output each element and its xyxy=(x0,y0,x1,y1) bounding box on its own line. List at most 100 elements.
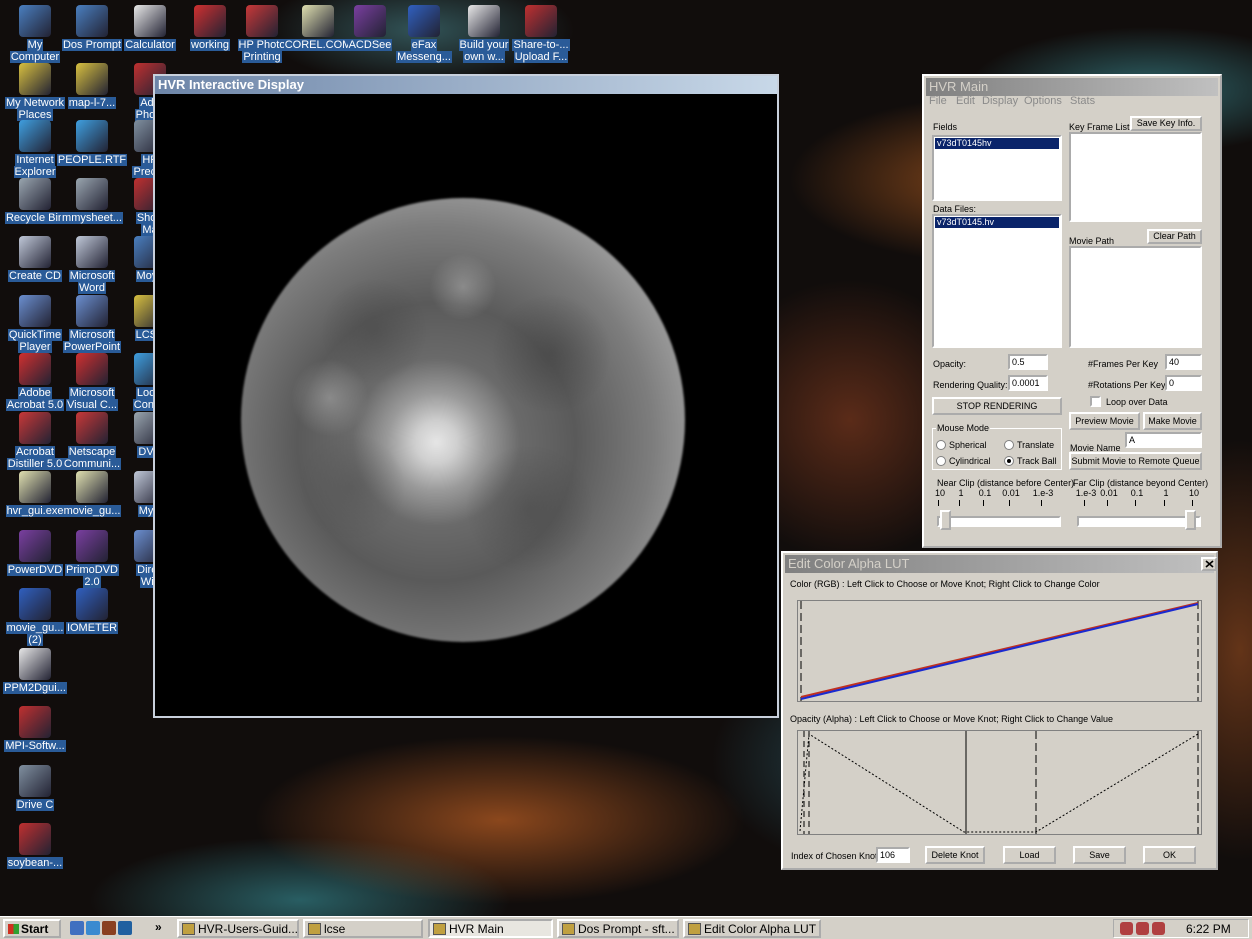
icon-label-line: (2) xyxy=(27,634,42,646)
task-button[interactable]: Dos Prompt - sft... xyxy=(557,919,679,938)
desktop-icon[interactable]: map-l-7... xyxy=(62,63,122,119)
icon-label: Recycle Bin xyxy=(5,212,65,224)
lut-button[interactable]: OK xyxy=(1143,846,1196,864)
preview-button[interactable]: Preview Movie xyxy=(1069,412,1140,430)
menu-item[interactable]: File xyxy=(929,95,947,107)
desktop-icon[interactable]: PEOPLE.RTF xyxy=(62,120,122,176)
radio-button[interactable] xyxy=(936,456,946,466)
fields-list[interactable]: v73dT0145hv xyxy=(932,135,1062,201)
clear-path-button[interactable]: Clear Path xyxy=(1147,229,1202,244)
list-item-selected[interactable]: v73dT0145hv xyxy=(935,138,1059,149)
desktop-icon[interactable]: Dos Prompt xyxy=(62,5,122,61)
desktop-icon[interactable]: Share-to-...Upload F... xyxy=(511,5,571,61)
task-icon xyxy=(688,923,701,935)
icon-label-line: eFax xyxy=(411,39,437,51)
tray-icon[interactable] xyxy=(1120,922,1133,935)
menu-item[interactable]: Edit xyxy=(956,95,975,107)
icon-label-line: working xyxy=(190,39,230,51)
slider-thumb[interactable] xyxy=(940,510,951,530)
desktop-icon[interactable]: COREL.COM xyxy=(288,5,348,61)
list-item-selected[interactable]: v73dT0145.hv xyxy=(935,217,1059,228)
desktop-icon[interactable]: movie_gu...(2) xyxy=(5,588,65,644)
desktop-icon[interactable]: hvr_gui.exe xyxy=(5,471,65,527)
desktop-icon[interactable]: working xyxy=(180,5,240,61)
quality-input-text: 0.0001 xyxy=(1012,378,1044,388)
quality-input[interactable]: 0.0001 xyxy=(1008,375,1048,391)
desktop-icon[interactable]: PPM2Dgui... xyxy=(5,648,65,704)
icon-image xyxy=(19,471,51,503)
desktop-icon[interactable]: IOMETER xyxy=(62,588,122,644)
icon-image xyxy=(302,5,334,37)
icon-label: movie_gu... xyxy=(62,505,122,517)
slider-thumb[interactable] xyxy=(1185,510,1196,530)
slider-track[interactable] xyxy=(1077,516,1201,527)
task-button[interactable]: lcse xyxy=(303,919,423,938)
quick-launch-icon[interactable] xyxy=(102,921,116,935)
desktop-icon[interactable]: movie_gu... xyxy=(62,471,122,527)
movie-path-list[interactable] xyxy=(1069,246,1202,348)
desktop-icon[interactable]: Recycle Bin xyxy=(5,178,65,234)
quick-launch-icon[interactable] xyxy=(86,921,100,935)
close-button[interactable] xyxy=(1201,557,1217,571)
menu-item[interactable]: Display xyxy=(982,95,1018,107)
knot-input[interactable]: 106 xyxy=(876,847,910,863)
icon-label-line: PrimoDVD xyxy=(65,564,119,576)
task-button[interactable]: Edit Color Alpha LUT xyxy=(683,919,821,938)
desktop-icon[interactable]: PowerDVD xyxy=(5,530,65,586)
tray-icon[interactable] xyxy=(1136,922,1149,935)
radio-button[interactable] xyxy=(1004,440,1014,450)
movie-name-input-text: A xyxy=(1129,435,1198,445)
lut-button[interactable]: Delete Knot xyxy=(925,846,985,864)
make-button[interactable]: Make Movie xyxy=(1143,412,1202,430)
quick-launch-icon[interactable] xyxy=(70,921,84,935)
start-button[interactable]: Start xyxy=(3,919,61,938)
desktop-icon[interactable]: ACDSee xyxy=(340,5,400,61)
radio-button[interactable] xyxy=(936,440,946,450)
rotations-input[interactable]: 0 xyxy=(1165,375,1202,391)
opacity-label: Opacity: xyxy=(933,359,966,369)
desktop-icon[interactable]: soybean-... xyxy=(5,823,65,879)
data-files-list[interactable]: v73dT0145.hv xyxy=(932,214,1062,348)
checkbox[interactable] xyxy=(1090,396,1101,407)
task-button[interactable]: HVR-Users-Guid... xyxy=(177,919,299,938)
task-label: Edit Color Alpha LUT xyxy=(704,922,816,937)
submit-button[interactable]: Submit Movie to Remote Queue xyxy=(1069,452,1202,470)
desktop-icon[interactable]: mmysheet... xyxy=(62,178,122,234)
movie-name-input[interactable]: A xyxy=(1125,432,1202,448)
frames-input[interactable]: 40 xyxy=(1165,354,1202,370)
slider-track[interactable] xyxy=(937,516,1061,527)
save-key-button[interactable]: Save Key Info. xyxy=(1130,116,1202,131)
task-button[interactable]: HVR Main xyxy=(428,919,553,938)
desktop-icon[interactable]: Calculator xyxy=(120,5,180,61)
radio-button[interactable] xyxy=(1004,456,1014,466)
menu-item[interactable]: Options xyxy=(1024,95,1062,107)
desktop-icon[interactable]: Create CD xyxy=(5,236,65,292)
key-frame-list[interactable] xyxy=(1069,132,1202,222)
opacity-input[interactable]: 0.5 xyxy=(1008,354,1048,370)
stop-button[interactable]: STOP RENDERING xyxy=(932,397,1062,415)
icon-image xyxy=(246,5,278,37)
lut-button[interactable]: Load xyxy=(1003,846,1056,864)
quick-launch-icon[interactable] xyxy=(118,921,132,935)
quick-launch-more[interactable]: » xyxy=(155,920,162,934)
menu-item[interactable]: Stats xyxy=(1070,95,1095,107)
desktop-icon[interactable]: Drive C xyxy=(5,765,65,821)
lut-button[interactable]: Save xyxy=(1073,846,1126,864)
tray-icon[interactable] xyxy=(1152,922,1165,935)
task-label: HVR Main xyxy=(449,922,504,937)
desktop-icon[interactable]: MPI-Softw... xyxy=(5,706,65,762)
